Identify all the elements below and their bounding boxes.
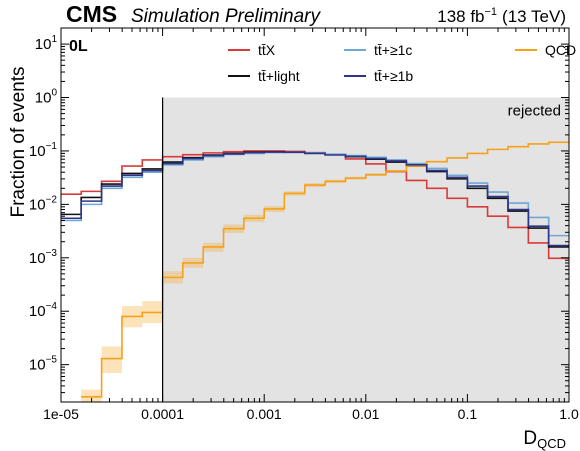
legend-label: tt̄+≥1c xyxy=(374,42,412,58)
y-axis-title: Fraction of events xyxy=(8,66,29,217)
y-tick-base: 10 xyxy=(29,143,46,160)
lumi-value: 138 fb xyxy=(437,7,484,26)
status-label: Simulation Preliminary xyxy=(131,6,322,27)
legend-label: tt̄+light xyxy=(258,68,300,84)
y-tick-exponent: 0 xyxy=(51,88,57,99)
y-tick-base: 10 xyxy=(29,357,46,374)
y-tick-base: 10 xyxy=(29,303,46,320)
y-tick-base: 10 xyxy=(29,196,46,213)
y-tick-exponent: 1 xyxy=(51,34,57,45)
y-tick-exponent: −2 xyxy=(46,194,58,205)
experiment-label: CMS xyxy=(66,1,117,27)
legend-label: tt̄+≥1b xyxy=(374,68,413,84)
x-tick-label: 0.01 xyxy=(352,406,379,422)
x-tick-label: 1.0 xyxy=(559,406,579,422)
y-tick-exponent: −4 xyxy=(46,301,58,312)
qcd-uncertainty-bin xyxy=(81,389,102,402)
x-axis-title: DQCD xyxy=(523,428,566,451)
plot-frame xyxy=(60,27,570,403)
y-tick-label: 101 xyxy=(35,34,58,53)
y-tick-exponent: −3 xyxy=(46,248,58,259)
lumi-exponent: −1 xyxy=(485,6,498,18)
x-tick-label: 0.1 xyxy=(458,406,478,422)
x-tick-label: 1e-05 xyxy=(43,406,79,422)
legend-label: tt̄X xyxy=(258,42,276,58)
rejected-region xyxy=(162,97,569,402)
qcd-uncertainty-bin xyxy=(101,346,122,373)
series-line-tt-1b xyxy=(61,151,569,247)
x-tick-label: 0.001 xyxy=(247,406,282,422)
energy-value: (13 TeV) xyxy=(502,7,566,26)
y-tick-label: 100 xyxy=(35,88,58,107)
y-tick-label: 10−4 xyxy=(29,301,58,320)
y-tick-label: 10−3 xyxy=(29,248,58,267)
y-tick-base: 10 xyxy=(29,250,46,267)
y-tick-label: 10−2 xyxy=(29,194,58,213)
x-axis-title-main: D xyxy=(523,428,537,449)
channel-label: 0L xyxy=(69,38,88,55)
lumi-label: 138 fb−1 (13 TeV) xyxy=(437,6,566,26)
x-tick-label: 0.0001 xyxy=(141,406,184,422)
y-tick-exponent: −5 xyxy=(46,355,58,366)
rejected-label: rejected xyxy=(508,103,561,120)
legend-label: QCD xyxy=(545,42,576,58)
y-tick-base: 10 xyxy=(35,90,52,107)
y-tick-label: 10−5 xyxy=(29,355,58,374)
y-tick-base: 10 xyxy=(35,36,52,53)
y-tick-exponent: −1 xyxy=(46,141,58,152)
y-tick-label: 10−1 xyxy=(29,141,58,160)
x-axis-title-sub: QCD xyxy=(537,436,566,451)
